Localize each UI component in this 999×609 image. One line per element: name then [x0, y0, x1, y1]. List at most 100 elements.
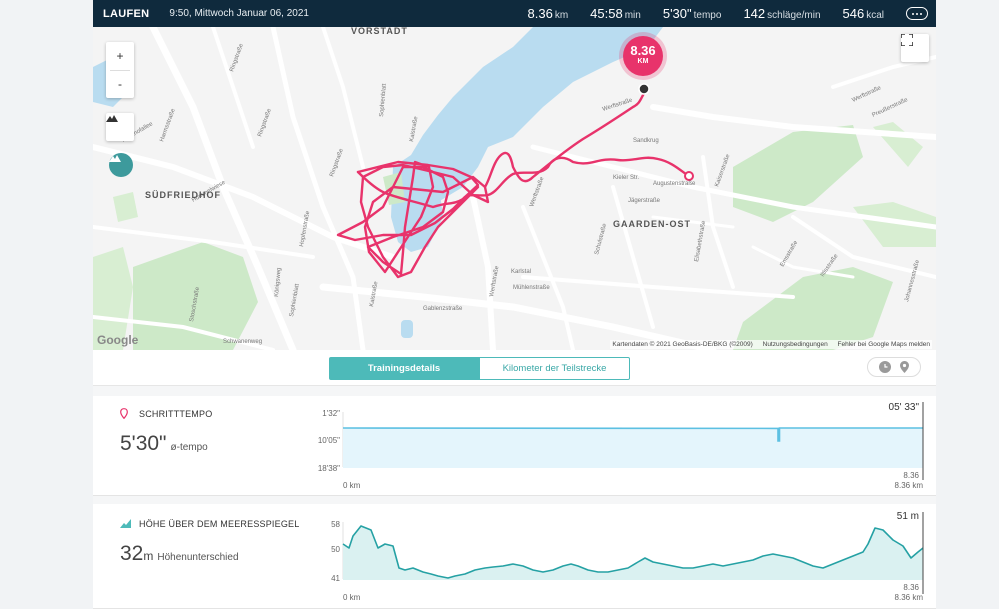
follow-route-button[interactable] [109, 153, 133, 177]
zoom-out-button[interactable]: - [118, 77, 122, 91]
pace-y-bottom: 18'38" [318, 464, 340, 473]
street-label: Ringstraße [329, 147, 345, 177]
street-label: Schulstraße [594, 222, 608, 255]
park-left-small [113, 192, 138, 222]
road-network [93, 27, 936, 350]
elevation-y-top: 58 [331, 520, 340, 529]
street-label: Kieler Str. [613, 175, 639, 181]
street-label: Elisabethstraße [694, 220, 707, 263]
elevation-line [342, 525, 924, 579]
mountain-icon [106, 115, 118, 122]
elevation-x-start: 0 km [343, 593, 361, 602]
street-label: Werftstraße [489, 265, 500, 297]
pace-chart[interactable]: 1'32" 10'05" 18'38" 05' 33" 8.36 0 km 8.… [93, 396, 936, 496]
elevation-chart[interactable]: 58 50 41 51 m 8.36 0 km 8.36 km [93, 504, 936, 609]
page-margin-left [0, 0, 93, 609]
street-label: Werftstraße [529, 176, 546, 208]
park-left-edge [93, 247, 133, 350]
district-label-vorstadt: VORSTADT [351, 27, 408, 36]
section-gap [93, 386, 936, 396]
tab-split-km[interactable]: Kilometer der Teilstrecke [479, 357, 630, 380]
activity-type: LAUFEN [103, 7, 150, 20]
terms-link[interactable]: Nutzungsbedingungen [762, 341, 828, 348]
elevation-x-end-value: 8.36 [903, 583, 919, 592]
route-end-marker [638, 83, 650, 95]
stat-heartrate: 142 schläge/min [743, 6, 821, 21]
summary-stats: 8.36 km 45:58 min 5'30" tempo 142 schläge/mi… [506, 6, 936, 21]
stat-distance: 8.36 km [527, 6, 569, 21]
street-label: Augustenstraße [653, 181, 696, 187]
route-start-marker [684, 171, 694, 181]
elevation-area [343, 526, 923, 580]
elevation-x-end: 8.36 km [895, 593, 924, 602]
stat-duration: 45:58 min [590, 6, 641, 21]
street-label: Kaistraße [409, 115, 419, 142]
route-out [483, 90, 647, 189]
route-track [336, 90, 691, 279]
pace-y-top: 1'32" [322, 409, 340, 418]
location-pin-icon [120, 408, 128, 419]
elevation-y-bottom: 41 [331, 574, 340, 583]
harbour-water [393, 27, 663, 212]
street-label: Kaiserstraße [714, 153, 731, 188]
pace-line [342, 427, 923, 442]
elevation-panel: HÖHE ÜBER DEM MEERESSPIEGEL 32m Höhenunte… [93, 504, 936, 609]
street-label: Preußerstraße [871, 97, 909, 119]
report-error-link[interactable]: Fehler bei Google Maps melden [837, 341, 931, 348]
fullscreen-icon [901, 34, 913, 46]
elevation-icon [120, 519, 131, 528]
activity-summary-bar: LAUFEN 9:50, Mittwoch Januar 06, 2021 8.… [93, 0, 936, 27]
section-gap [93, 496, 936, 504]
elevation-cursor-value: 51 m [897, 511, 919, 522]
park-gaarden [733, 125, 863, 222]
street-label: Sophienblatt [379, 83, 388, 117]
map-canvas: Sophienblatt Kirchhofallee Harmsstraße R… [93, 27, 936, 350]
route-main [356, 156, 691, 209]
detail-tabs: Trainingsdetails Kilometer der Teilstrec… [93, 350, 936, 386]
district-label-suedfriedhof: SÜDFRIEDHOF [145, 190, 221, 200]
street-label: Ringstraße [229, 42, 245, 72]
district-label-gaarden-ost: GAARDEN-OST [613, 219, 691, 229]
fullscreen-button[interactable] [901, 34, 929, 62]
map-attribution: Kartendaten © 2021 GeoBasis-DE/BKG (©200… [610, 340, 932, 349]
distance-marker: 8.36 KM [623, 36, 663, 76]
street-label: Gablenzstraße [423, 306, 463, 312]
pace-cursor-value: 05' 33" [889, 402, 920, 413]
mountain-icon [109, 155, 121, 162]
attribution-text: Kartendaten © 2021 GeoBasis-DE/BKG (©200… [612, 341, 753, 348]
route-map[interactable]: Sophienblatt Kirchhofallee Harmsstraße R… [93, 27, 936, 350]
pond [401, 320, 413, 338]
pace-x-end: 8.36 km [895, 481, 924, 490]
street-label: Sophienblatt [289, 283, 301, 317]
street-label: Königsweg [274, 267, 283, 297]
zoom-controls: + - [106, 42, 134, 98]
time-distance-toggle[interactable] [867, 357, 921, 377]
more-options-button[interactable] [906, 7, 928, 20]
pace-y-mid: 10'05" [318, 436, 340, 445]
clock-icon [878, 361, 891, 373]
pace-x-end-value: 8.36 [903, 471, 919, 480]
terrain-toggle-button[interactable] [106, 113, 134, 141]
page-margin-right [936, 0, 999, 609]
google-logo: Google [97, 333, 139, 347]
park-right-top [873, 122, 923, 167]
location-pin-icon [900, 361, 910, 373]
tab-training-details[interactable]: Trainingsdetails [329, 357, 479, 380]
elevation-title: HÖHE ÜBER DEM MEERESSPIEGEL [139, 519, 300, 529]
street-label: Karlstal [511, 269, 531, 275]
street-label: Ringstraße [257, 107, 273, 137]
pace-x-start: 0 km [343, 481, 361, 490]
street-label: Kaistraße [369, 280, 379, 307]
street-label: Mühlenstraße [513, 285, 550, 291]
elevation-difference: 32m Höhenunterschied [120, 542, 239, 565]
pace-title: SCHRITTTEMPO [139, 409, 213, 419]
stat-pace: 5'30" tempo [662, 6, 722, 21]
pace-area [343, 428, 923, 468]
elevation-y-mid: 50 [331, 545, 340, 554]
pace-panel: SCHRITTTEMPO 5'30" ø-tempo 1'32" 10'05" 1… [93, 396, 936, 496]
street-label: Jägerstraße [628, 198, 661, 204]
zoom-in-button[interactable]: + [116, 49, 124, 63]
stat-calories: 546 kcal [842, 6, 885, 21]
route-loops [336, 160, 490, 279]
street-label: Sandkrug [633, 138, 659, 144]
